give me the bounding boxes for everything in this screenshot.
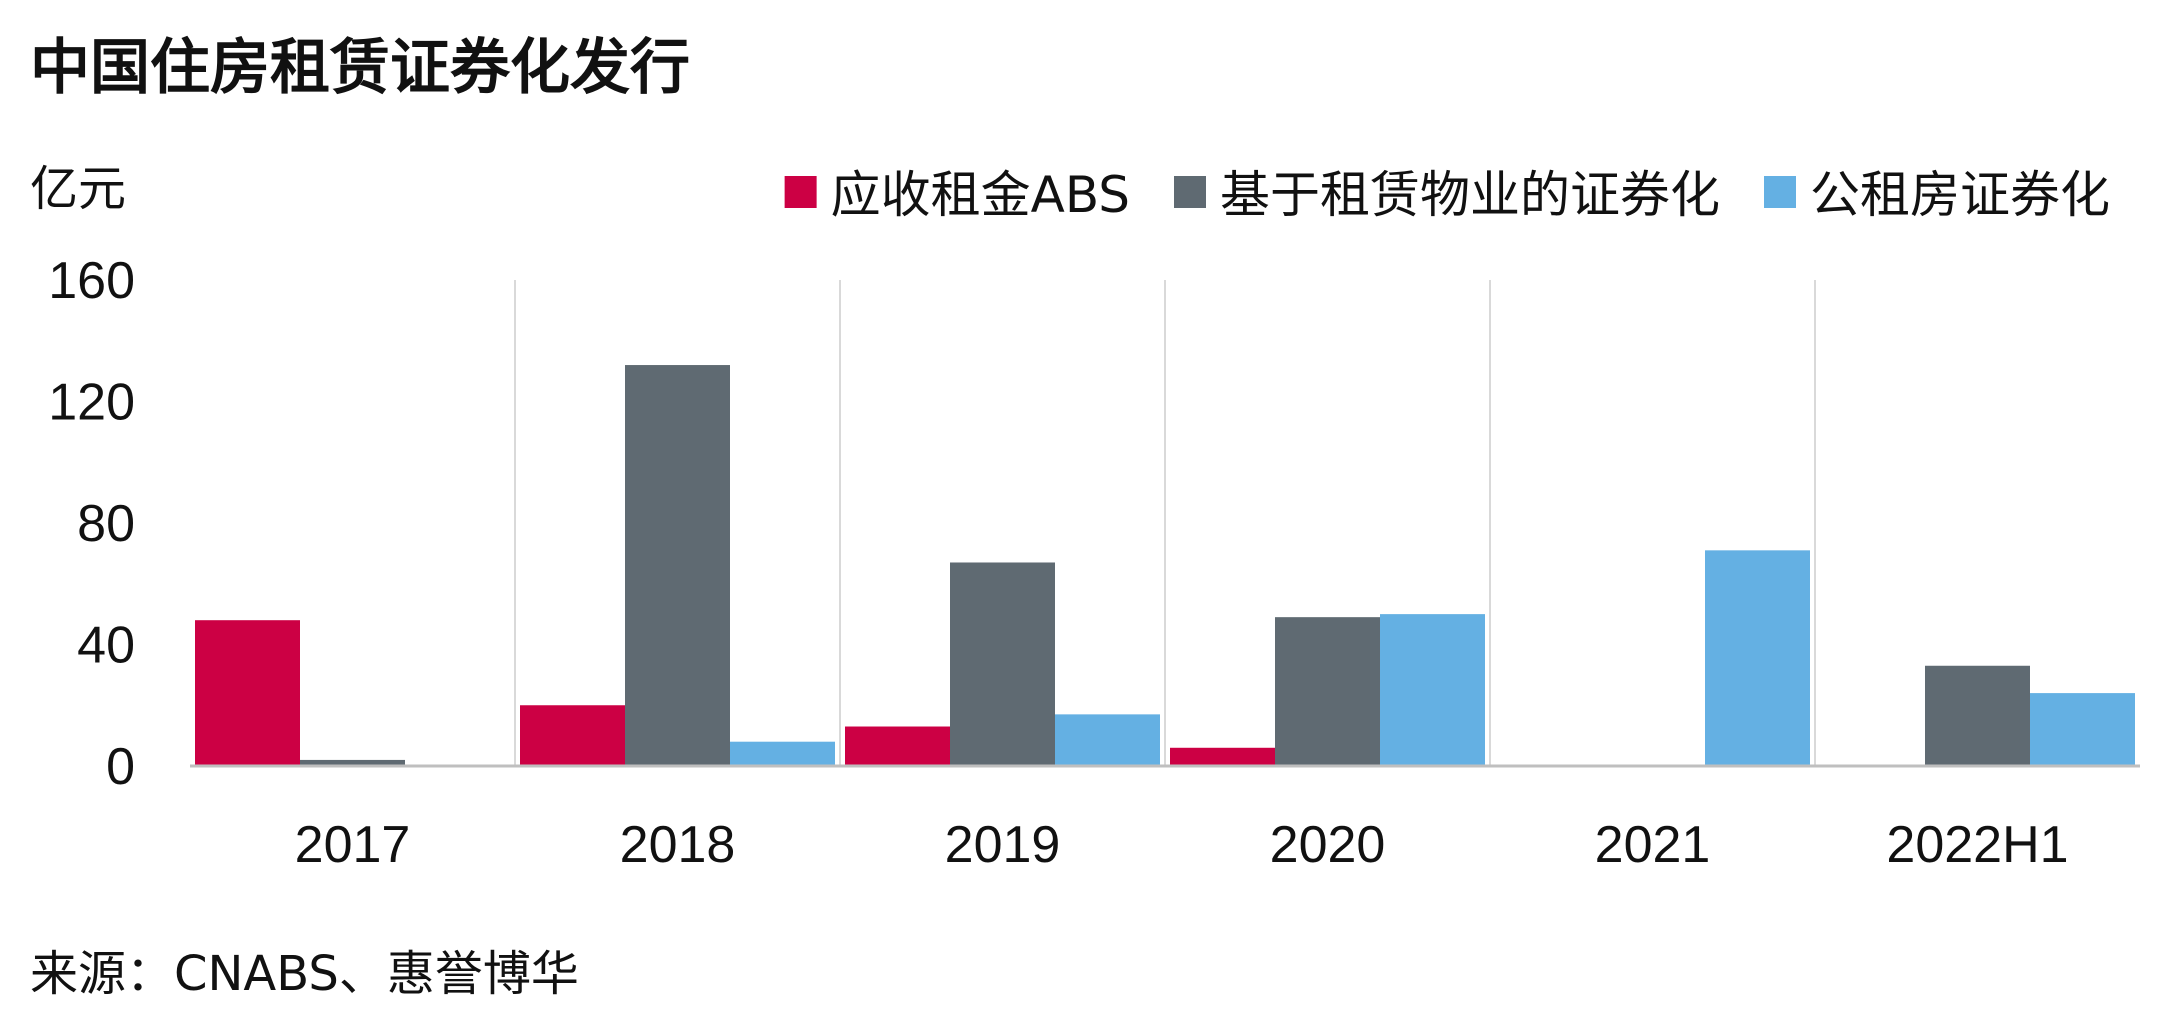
bar-s1-2017 xyxy=(300,759,405,766)
bar-s0-2019 xyxy=(845,726,950,766)
y-tick-160: 160 xyxy=(48,252,135,310)
legend-label: 公租房证券化 xyxy=(1810,166,2110,224)
y-tick-120: 120 xyxy=(48,374,135,432)
legend-item: 基于租赁物业的证券化 xyxy=(1174,166,1720,224)
x-tick-2017: 2017 xyxy=(295,816,411,874)
bar-s2-2020 xyxy=(1380,614,1485,766)
bars xyxy=(195,365,2135,766)
legend-item: 公租房证券化 xyxy=(1764,166,2110,224)
y-tick-80: 80 xyxy=(77,495,135,553)
x-tick-2019: 2019 xyxy=(945,816,1061,874)
source-note: 来源：CNABS、惠誉博华 xyxy=(30,946,579,1002)
x-tick-2021: 2021 xyxy=(1595,816,1711,874)
bar-s1-2020 xyxy=(1275,617,1380,766)
bar-s0-2017 xyxy=(195,620,300,766)
legend-label: 应收租金ABS xyxy=(831,166,1130,224)
bar-s2-2019 xyxy=(1055,714,1160,766)
legend-swatch xyxy=(1764,176,1796,208)
bar-s1-2019 xyxy=(950,562,1055,766)
bar-s0-2018 xyxy=(520,705,625,766)
legend-swatch xyxy=(1174,176,1206,208)
legend-label: 基于租赁物业的证券化 xyxy=(1220,166,1720,224)
legend-item: 应收租金ABS xyxy=(784,166,1130,224)
x-tick-2018: 2018 xyxy=(620,816,736,874)
legend-swatch xyxy=(784,176,817,208)
bar-s2-2021 xyxy=(1705,550,1810,766)
bar-s1-2022H1 xyxy=(1925,665,2030,766)
bar-s0-2020 xyxy=(1170,747,1275,766)
y-tick-0: 0 xyxy=(106,738,135,796)
bar-s2-2022H1 xyxy=(2030,693,2135,766)
grid-lines xyxy=(514,280,1816,766)
legend: 应收租金ABS 基于租赁物业的证券化 公租房证券化 xyxy=(784,166,2110,224)
y-tick-labels: 0 40 80 120 160 xyxy=(48,252,135,796)
bar-s2-2018 xyxy=(730,741,835,766)
x-tick-labels: 2017 2018 2019 2020 2021 2022H1 xyxy=(295,816,2069,874)
x-tick-2020: 2020 xyxy=(1270,816,1386,874)
y-tick-40: 40 xyxy=(77,617,135,675)
y-axis-unit: 亿元 xyxy=(30,161,126,217)
bar-s1-2018 xyxy=(625,365,730,766)
chart-title: 中国住房租赁证券化发行 xyxy=(30,33,690,103)
x-tick-2022H1: 2022H1 xyxy=(1886,816,2068,874)
